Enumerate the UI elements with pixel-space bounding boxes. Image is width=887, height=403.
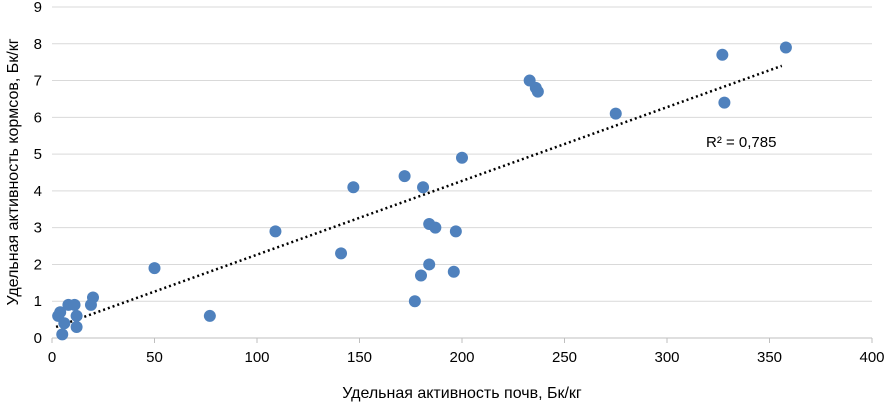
data-point xyxy=(716,48,729,61)
trendline-group xyxy=(55,64,783,329)
x-tick-label: 350 xyxy=(757,349,782,366)
x-tick-label: 250 xyxy=(552,349,577,366)
x-tick-label: 200 xyxy=(449,349,474,366)
y-tick-label: 4 xyxy=(34,183,42,200)
data-point xyxy=(54,306,67,319)
r-squared-label: R² = 0,785 xyxy=(706,134,776,151)
y-tick-label: 6 xyxy=(34,109,42,126)
data-point xyxy=(269,225,282,238)
trendline xyxy=(55,64,783,329)
data-point xyxy=(58,317,71,330)
data-point xyxy=(456,151,468,164)
x-tick-labels: 0 50 100 150 200 250 300 350 400 xyxy=(48,349,885,366)
data-point xyxy=(70,320,83,333)
data-point xyxy=(447,265,460,278)
y-tick-labels: 0 1 2 3 4 5 6 7 8 9 xyxy=(34,0,42,347)
data-point xyxy=(423,258,436,271)
data-point xyxy=(449,225,462,238)
x-tick-label: 100 xyxy=(244,349,269,366)
data-point xyxy=(718,96,731,109)
y-tick-label: 2 xyxy=(34,256,42,273)
data-point xyxy=(148,262,161,275)
x-tick-label: 50 xyxy=(146,349,163,366)
x-tick-label: 300 xyxy=(654,349,679,366)
x-tick-label: 150 xyxy=(347,349,372,366)
y-tick-label: 5 xyxy=(34,146,42,163)
y-tick-label: 0 xyxy=(34,330,42,347)
y-tick-label: 8 xyxy=(34,36,42,53)
data-point xyxy=(398,170,411,183)
y-tick-label: 3 xyxy=(34,220,42,237)
data-point xyxy=(68,298,81,311)
data-point xyxy=(335,247,348,260)
data-point xyxy=(70,309,83,322)
data-point xyxy=(609,107,622,120)
data-point xyxy=(779,41,792,54)
data-points xyxy=(52,41,792,341)
x-tick-label: 0 xyxy=(48,349,56,366)
data-point xyxy=(87,291,99,304)
data-point xyxy=(415,269,427,282)
data-point xyxy=(429,221,442,234)
x-tick-label: 400 xyxy=(859,349,884,366)
axes xyxy=(51,337,873,343)
data-point xyxy=(531,85,544,98)
y-tick-label: 1 xyxy=(34,293,42,310)
data-point xyxy=(203,309,216,322)
y-tick-label: 7 xyxy=(34,73,42,90)
data-point xyxy=(408,295,421,308)
y-tick-label: 9 xyxy=(34,0,42,16)
data-point xyxy=(347,181,360,194)
data-point xyxy=(56,328,69,341)
x-axis-title: Удельная активность почв, Бк/кг xyxy=(342,385,582,402)
data-point xyxy=(417,181,430,194)
y-axis-title: Удельная активность кормсов, Бк/кг xyxy=(5,38,22,305)
